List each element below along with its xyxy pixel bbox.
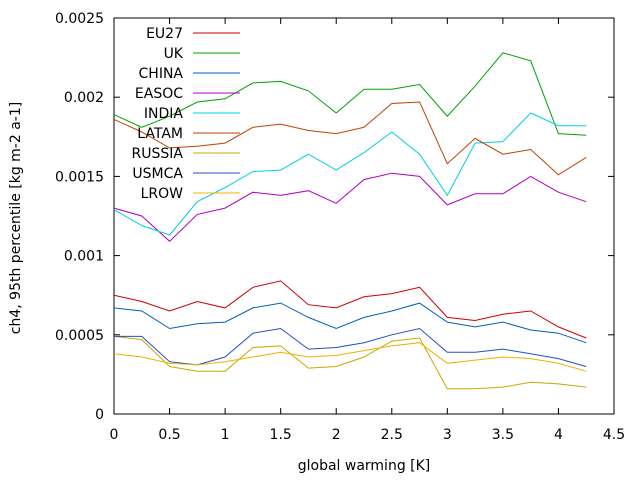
series-line-china xyxy=(113,302,587,344)
plot-frame xyxy=(113,17,615,415)
legend-label-lrow: LROW xyxy=(141,186,184,202)
y-tick-label: 0 xyxy=(95,407,104,423)
series-line-latam xyxy=(113,101,587,176)
series-lines xyxy=(113,52,587,390)
x-axis-label: global warming [K] xyxy=(298,458,431,474)
x-tick-label: 2 xyxy=(332,427,341,443)
x-tick-label: 1.5 xyxy=(270,427,292,443)
series-line-eu27 xyxy=(113,280,587,339)
legend-label-russia: RUSSIA xyxy=(132,146,184,162)
y-axis-label: ch4, 95th percentile [kg m-2 a-1] xyxy=(8,102,24,334)
x-tick-label: 0.5 xyxy=(158,427,180,443)
y-tick-label: 0.0025 xyxy=(55,11,104,27)
x-tick-label: 4 xyxy=(554,427,563,443)
legend-label-uk: UK xyxy=(164,46,184,62)
x-tick-label: 3 xyxy=(443,427,452,443)
series-line-russia xyxy=(113,335,587,390)
series-line-india xyxy=(113,112,587,236)
x-tick-label: 4.5 xyxy=(603,427,625,443)
legend-label-eu27: EU27 xyxy=(146,26,183,42)
series-line-lrow xyxy=(113,342,587,372)
y-tick-label: 0.001 xyxy=(64,249,104,265)
legend-label-india: INDIA xyxy=(144,106,184,122)
series-line-uk xyxy=(113,52,587,136)
y-tick-label: 0.002 xyxy=(64,90,104,106)
legend-label-usmca: USMCA xyxy=(132,166,183,182)
legend-label-easoc: EASOC xyxy=(135,86,183,102)
legend-label-china: CHINA xyxy=(139,66,184,82)
series-line-usmca xyxy=(114,327,587,367)
x-tick-label: 1 xyxy=(221,427,230,443)
legend-label-latam: LATAM xyxy=(137,126,183,142)
series-line-easoc xyxy=(113,172,587,242)
x-tick-label: 3.5 xyxy=(492,427,514,443)
y-tick-label: 0.0005 xyxy=(55,328,104,344)
y-tick-label: 0.0015 xyxy=(55,169,104,185)
legend: EU27 UK CHINA EASOC INDIA LATAM RUSSIA USMCA LRO… xyxy=(132,26,240,202)
x-tick-label: 2.5 xyxy=(381,427,403,443)
x-tick-label: 0 xyxy=(110,427,119,443)
axes: 0 0.5 1 1.5 2 2.5 3 3.5 4 4.5 0 0.0005 0.001 0.0015 0.… xyxy=(55,11,625,443)
